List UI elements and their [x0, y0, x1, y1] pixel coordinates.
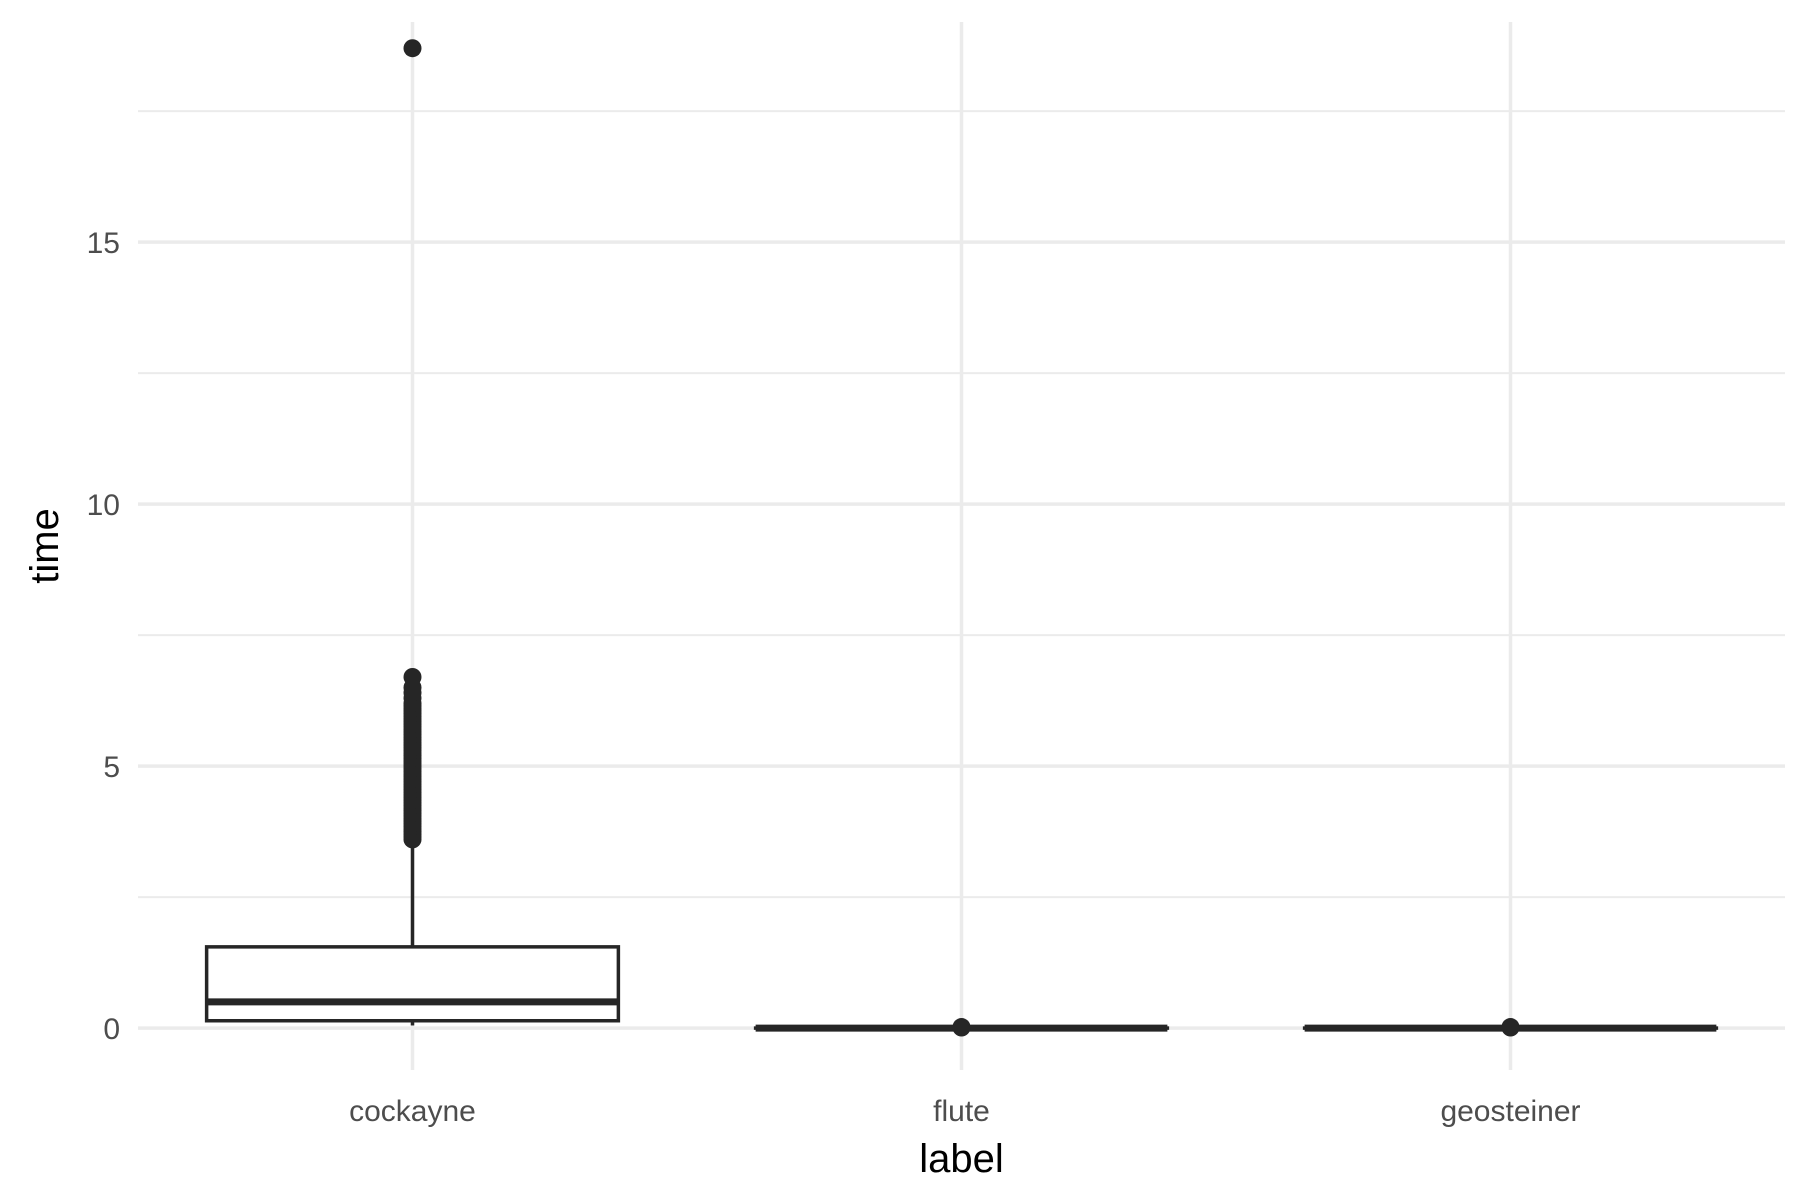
grid-lines [138, 22, 1785, 1070]
x-tick-label-flute: flute [933, 1095, 990, 1128]
x-axis: cockayne flute geosteiner [349, 1095, 1580, 1128]
outlier-point [403, 668, 422, 686]
y-tick-label: 10 [87, 489, 120, 522]
box-group-cockayne [204, 39, 621, 1026]
y-axis: 0 5 10 15 [87, 227, 120, 1046]
x-tick-label-geosteiner: geosteiner [1440, 1095, 1580, 1128]
box-iqr [204, 945, 621, 1023]
y-tick-label: 5 [103, 751, 120, 784]
y-tick-label: 15 [87, 227, 120, 260]
x-tick-label-cockayne: cockayne [349, 1095, 476, 1128]
box-group-geosteiner [1302, 1018, 1719, 1037]
y-axis-title: time [23, 508, 67, 584]
outlier-point [952, 1018, 971, 1037]
outlier-point [1501, 1018, 1520, 1037]
outlier-point [403, 39, 422, 58]
box-group-flute [753, 1018, 1170, 1037]
x-axis-title: label [919, 1137, 1004, 1181]
y-tick-label: 0 [103, 1013, 120, 1046]
box-plot-marks [204, 39, 1719, 1037]
